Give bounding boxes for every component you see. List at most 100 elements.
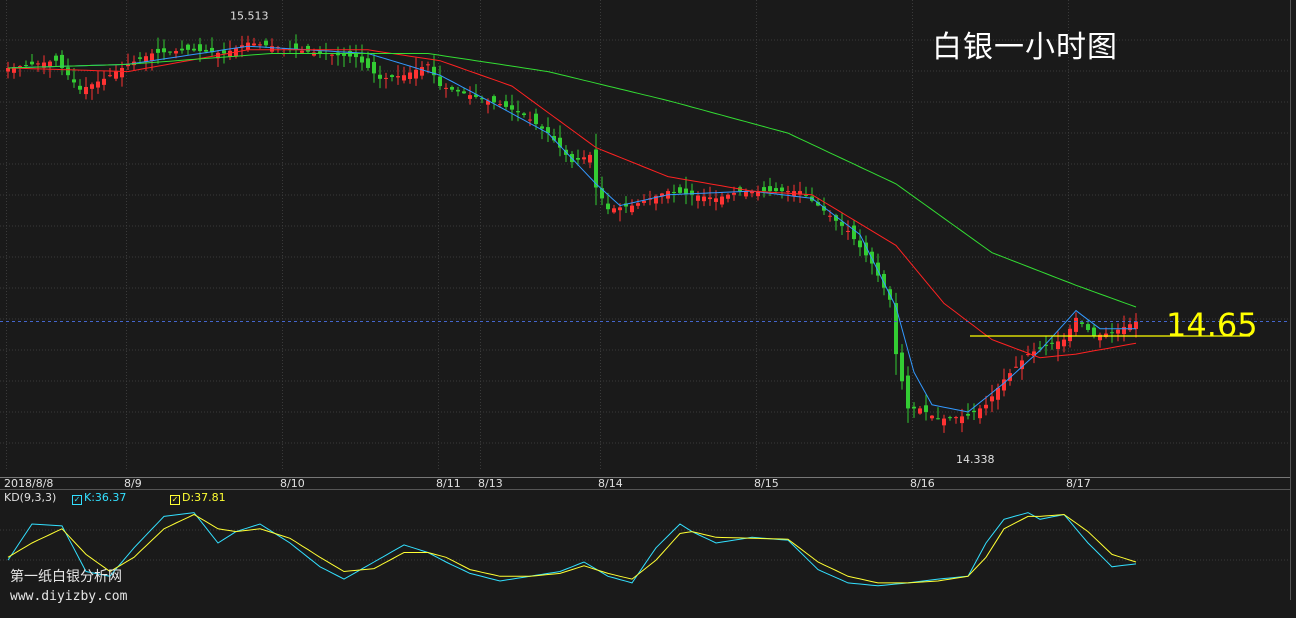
candle-body — [750, 191, 754, 194]
candle-body — [396, 76, 400, 78]
candle-body — [162, 48, 166, 53]
candle-body — [822, 206, 826, 211]
candle-body — [684, 188, 688, 194]
candle-body — [672, 191, 676, 193]
candle-body — [312, 52, 316, 56]
candle-body — [1062, 339, 1066, 347]
kd-d-value: D:37.81 — [182, 491, 226, 504]
candle — [582, 150, 586, 164]
candle — [678, 184, 682, 195]
candle — [840, 213, 844, 236]
candle — [960, 408, 964, 433]
candle — [366, 51, 370, 71]
candle-body — [390, 75, 394, 78]
candle — [36, 60, 40, 72]
candle — [96, 70, 100, 94]
candle — [474, 84, 478, 99]
candle-body — [942, 418, 946, 426]
candle — [1128, 317, 1132, 333]
candle — [762, 181, 766, 198]
candle-body — [66, 67, 70, 76]
candle-body — [432, 66, 436, 76]
candle — [906, 366, 910, 423]
candle-body — [624, 203, 628, 207]
candle-body — [1086, 324, 1090, 330]
candle-body — [834, 215, 838, 221]
kd-indicator-name: KD(9,3,3) — [4, 491, 57, 504]
candle-body — [264, 40, 268, 46]
candle-body — [96, 81, 100, 88]
candle — [54, 53, 58, 67]
candle-body — [696, 195, 700, 201]
candle-body — [426, 64, 430, 66]
watermark-url: www.diyizby.com — [10, 589, 128, 604]
candle — [942, 414, 946, 433]
candle-body — [1032, 351, 1036, 357]
candle-body — [204, 49, 208, 52]
candle — [690, 183, 694, 206]
candle-body — [708, 197, 712, 200]
candle-body — [720, 196, 724, 205]
candle — [618, 203, 622, 222]
candle-body — [360, 56, 364, 63]
candle-body — [972, 410, 976, 413]
candle — [1098, 332, 1102, 348]
candle — [342, 47, 346, 67]
candle — [588, 151, 592, 169]
kd-k-label[interactable]: ✓ K:36.37 — [72, 491, 126, 505]
candle-body — [1002, 379, 1006, 391]
candle-body — [144, 56, 148, 62]
candle — [204, 44, 208, 54]
candle-body — [798, 191, 802, 195]
candle — [270, 38, 274, 54]
candle-body — [222, 50, 226, 54]
candle — [1074, 312, 1078, 337]
kd-d-label[interactable]: ✓ D:37.81 — [170, 491, 226, 505]
candle-body — [906, 375, 910, 409]
candle-body — [726, 194, 730, 199]
candle — [576, 149, 580, 166]
candle — [210, 37, 214, 56]
candle-body — [528, 119, 532, 121]
candle-body — [486, 100, 490, 105]
candle — [858, 229, 862, 257]
candle — [924, 394, 928, 421]
candle-body — [618, 207, 622, 211]
x-tick-label: 8/15 — [754, 477, 779, 490]
candle-body — [534, 113, 538, 125]
candle — [660, 192, 664, 204]
candle — [402, 66, 406, 84]
candle-body — [12, 67, 16, 73]
candle-body — [630, 205, 634, 213]
candle-body — [114, 71, 118, 79]
candle-body — [354, 53, 358, 58]
candle-body — [180, 48, 184, 51]
candle-body — [480, 98, 484, 100]
candle-body — [966, 413, 970, 416]
candle — [918, 405, 922, 415]
candle-body — [918, 408, 922, 414]
candle — [780, 184, 784, 199]
candle — [990, 384, 994, 413]
candle-body — [6, 67, 10, 72]
checkbox-icon[interactable]: ✓ — [170, 495, 180, 505]
x-tick-label: 8/14 — [598, 477, 623, 490]
candle — [18, 65, 22, 77]
candle — [168, 51, 172, 56]
checkbox-icon[interactable]: ✓ — [72, 495, 82, 505]
price-annotation-high: 15.513 — [230, 9, 269, 22]
candle-body — [156, 48, 160, 53]
candle-body — [1080, 322, 1084, 324]
candle-body — [612, 208, 616, 213]
candle — [516, 100, 520, 122]
candle-body — [462, 91, 466, 94]
candle-body — [1098, 334, 1102, 341]
candle — [30, 53, 34, 66]
x-tick-label: 2018/8/8 — [4, 477, 53, 490]
candle-body — [126, 64, 130, 67]
candle — [330, 53, 334, 65]
candle-body — [318, 51, 322, 54]
annotations: 15.513 14.338 — [230, 9, 995, 466]
candle — [612, 204, 616, 214]
kd-k-value: K:36.37 — [84, 491, 127, 504]
